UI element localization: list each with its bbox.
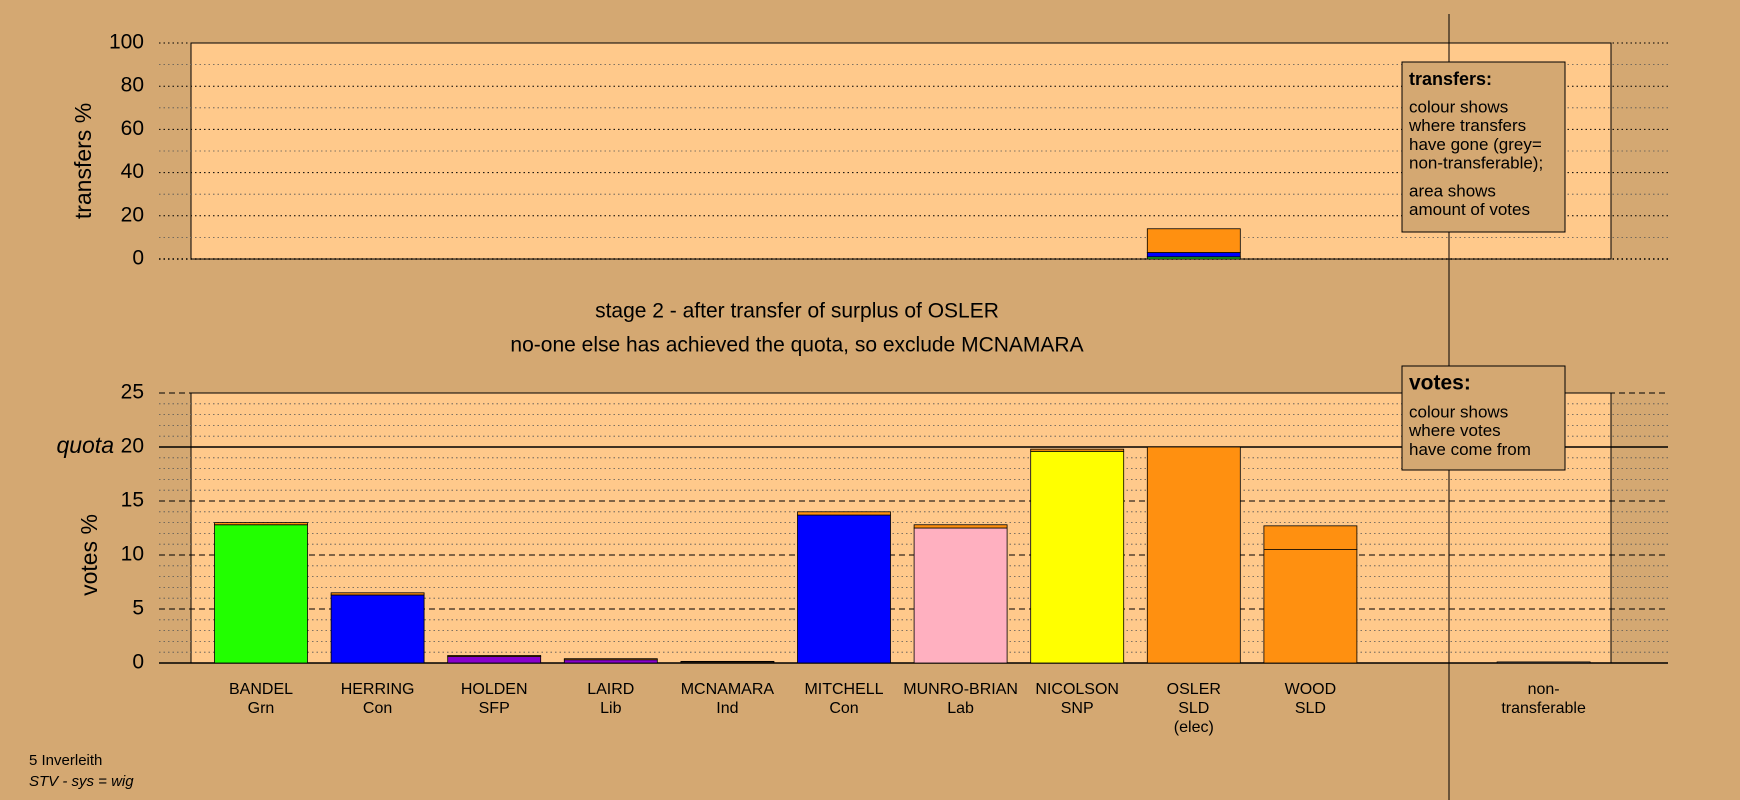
x-tick-label: non- (1528, 681, 1560, 698)
legend-text: have come from (1409, 440, 1531, 459)
legend-box (1401, 61, 1566, 233)
x-tick-label: LAIRD (587, 681, 634, 698)
y-tick-label: 5 (132, 597, 144, 620)
y-tick-label: 60 (121, 117, 144, 140)
y-axis-label: votes % (76, 514, 102, 596)
quota-label: quota (56, 432, 114, 458)
bar-segment (1146, 446, 1241, 664)
legend-title: transfers: (1409, 69, 1492, 89)
x-tick-label: HERRING (341, 681, 415, 698)
footer: 5 Inverleith (29, 752, 102, 769)
bar-segment (797, 514, 891, 664)
x-tick-label: Con (829, 700, 858, 717)
x-tick-label: HOLDEN (461, 681, 528, 698)
bar-segment (913, 527, 1008, 664)
legend-text: where votes (1408, 421, 1501, 440)
legend-box (1401, 365, 1566, 471)
bar-segment (1496, 661, 1591, 664)
bar-segment (563, 659, 658, 664)
legend-text: where transfers (1408, 116, 1526, 135)
y-tick-label: 25 (121, 381, 144, 404)
y-tick-label: 15 (121, 489, 144, 512)
bar-segment (1030, 450, 1125, 664)
legend-title: votes: (1409, 372, 1471, 395)
x-tick-label: Grn (248, 700, 275, 717)
x-tick-label: Lib (600, 700, 621, 717)
legend-text: area shows (1409, 181, 1496, 200)
bar-segment (1263, 549, 1358, 664)
y-tick-label: 0 (132, 247, 144, 270)
bar-segment (1146, 252, 1241, 258)
x-tick-label: WOOD (1285, 681, 1337, 698)
footer: STV - sys = wig (29, 773, 134, 790)
x-tick-label: Ind (716, 700, 738, 717)
x-tick-label: transferable (1501, 700, 1586, 717)
x-tick-label: Con (363, 700, 392, 717)
x-tick-label: SNP (1061, 700, 1094, 717)
x-tick-label: (elec) (1174, 719, 1214, 736)
x-tick-label: NICOLSON (1035, 681, 1119, 698)
bar-segment (447, 655, 542, 657)
y-tick-label: 0 (132, 651, 144, 674)
bar-segment (913, 524, 1008, 529)
x-tick-label: OSLER (1167, 681, 1221, 698)
bar-segment (797, 511, 891, 516)
bar-segment (680, 660, 775, 663)
legend-text: amount of votes (1409, 200, 1530, 219)
x-tick-label: SLD (1178, 700, 1209, 717)
bar-segment (563, 658, 658, 661)
x-tick-label: BANDEL (229, 681, 293, 698)
x-tick-label: SLD (1295, 700, 1326, 717)
x-tick-label: MCNAMARA (681, 681, 775, 698)
x-tick-label: Lab (947, 700, 974, 717)
y-axis-label: transfers % (70, 103, 96, 219)
bar-segment (330, 594, 425, 664)
bar-segment (447, 656, 542, 664)
chart-subtitle: no-one else has achieved the quota, so e… (510, 334, 1083, 357)
bar-segment (214, 524, 308, 664)
chart-title: stage 2 - after transfer of surplus of O… (595, 300, 999, 323)
bar-segment (1146, 228, 1241, 253)
legend-text: colour shows (1409, 402, 1508, 421)
x-tick-label: SFP (479, 700, 510, 717)
bar-segment (214, 522, 308, 526)
legend-text: have gone (grey= (1409, 135, 1542, 154)
y-tick-label: 20 (121, 203, 144, 226)
y-tick-label: 10 (121, 543, 144, 566)
bar-segment (330, 592, 425, 596)
legend-text: non-transferable); (1409, 154, 1543, 173)
bar-segment (1263, 525, 1358, 551)
x-tick-label: MUNRO-BRIAN (903, 681, 1018, 698)
bar-segment (1030, 448, 1125, 452)
y-tick-label: 40 (121, 160, 144, 183)
y-tick-label: 20 (121, 435, 144, 458)
legend-text: colour shows (1409, 97, 1508, 116)
y-tick-label: 80 (121, 74, 144, 97)
x-tick-label: MITCHELL (804, 681, 883, 698)
y-tick-label: 100 (109, 31, 144, 54)
